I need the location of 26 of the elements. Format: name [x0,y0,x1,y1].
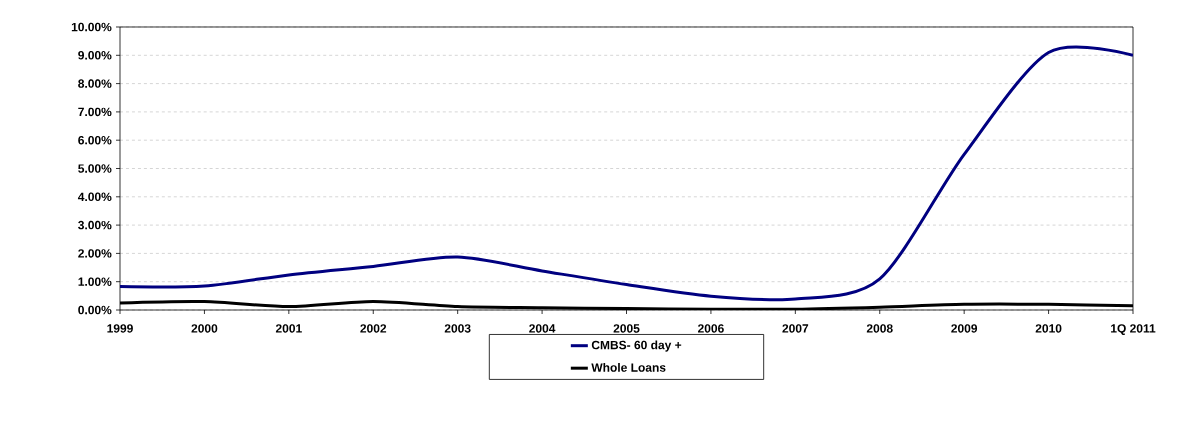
x-tick-label: 1999 [107,324,133,333]
y-tick-label: 2.00% [78,249,112,258]
x-tick-label: 2006 [697,324,724,333]
y-tick-label: 8.00% [78,79,112,88]
y-tick-label: 9.00% [78,51,112,60]
x-tick-label: 2003 [444,324,471,333]
y-tick-label: 0.00% [78,305,112,315]
legend-label: CMBS- 60 day + [591,340,682,352]
y-tick-label: 5.00% [78,164,112,173]
y-tick-label: 4.00% [77,192,112,202]
x-tick-label: 1Q 2011 [1111,324,1156,335]
x-tick-label: 2010 [1035,324,1062,333]
x-tick-label: 2004 [529,324,556,333]
x-tick-label: 2002 [360,324,387,333]
x-tick-label: 2009 [951,324,978,333]
y-tick-label: 7.00% [78,107,112,117]
x-tick-label: 2005 [613,324,640,333]
y-tick-label: 3.00% [78,220,112,230]
y-tick-label: 10.00% [71,22,112,32]
y-tick-label: 6.00% [78,135,112,145]
x-tick-label: 2000 [191,324,218,333]
y-tick-label: 1.00% [78,277,112,286]
legend-label: Whole Loans [591,362,666,372]
x-tick-label: 2001 [275,324,302,333]
x-tick-label: 2008 [866,324,893,333]
x-tick-label: 2007 [782,324,809,333]
